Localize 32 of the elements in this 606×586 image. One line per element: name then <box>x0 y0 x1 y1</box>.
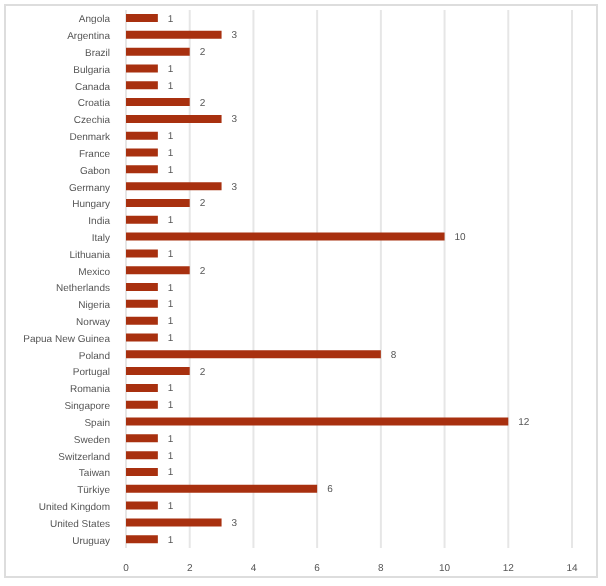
bar <box>126 148 158 157</box>
bar <box>126 249 158 258</box>
bar <box>126 367 190 376</box>
bar <box>126 165 158 174</box>
bar <box>126 333 158 342</box>
bar <box>126 467 158 476</box>
bar <box>126 434 158 443</box>
bar <box>126 535 158 544</box>
bar <box>126 518 222 527</box>
bar <box>126 501 158 510</box>
bar <box>126 215 158 224</box>
bar <box>126 131 158 140</box>
bar <box>126 47 190 56</box>
bar <box>126 30 222 39</box>
bar <box>126 114 222 123</box>
bar <box>126 400 158 409</box>
bar <box>126 98 190 107</box>
bar <box>126 350 381 359</box>
bar <box>126 299 158 308</box>
bar <box>126 484 318 493</box>
bar <box>126 81 158 90</box>
bar <box>126 417 509 426</box>
bar <box>126 232 445 241</box>
bar <box>126 316 158 325</box>
bar <box>126 283 158 291</box>
bar <box>126 383 158 392</box>
bar <box>126 64 158 73</box>
bar <box>126 182 222 191</box>
bar <box>126 451 158 460</box>
bar <box>126 266 190 275</box>
bar <box>126 14 158 22</box>
bar <box>126 198 190 207</box>
